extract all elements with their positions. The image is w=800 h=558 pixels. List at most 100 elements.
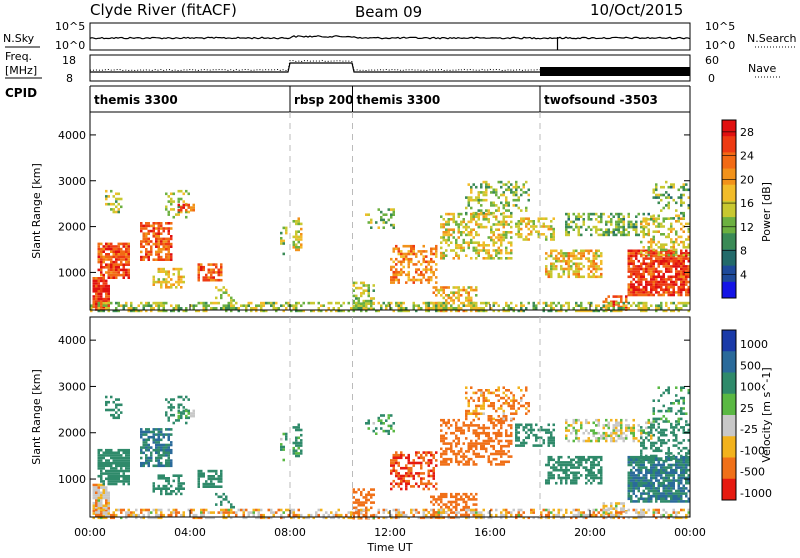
range-gate-cell [390,258,393,261]
range-gate-cell [500,223,503,226]
range-gate-cell [170,428,173,431]
range-gate-cell [568,234,571,237]
range-gate-cell [433,477,436,480]
range-gate-cell [265,302,268,305]
range-gate-cell [145,251,148,254]
range-gate-cell [663,291,666,294]
range-gate-cell [493,241,496,244]
range-gate-cell [630,294,633,297]
range-gate-cell [650,437,653,440]
range-gate-cell [130,304,133,307]
range-gate-cell [145,235,148,238]
range-gate-cell [538,230,541,233]
range-gate-cell [388,432,391,435]
range-gate-cell [470,196,473,199]
range-gate-cell [495,254,498,257]
range-gate-cell [158,238,161,241]
range-gate-cell [453,215,456,218]
range-gate-cell [485,218,488,221]
range-gate-cell [398,250,401,253]
range-gate-cell [650,455,653,458]
range-gate-cell [663,294,666,297]
range-gate-cell [123,245,126,248]
range-gate-cell [635,273,638,276]
range-gate-cell [125,243,128,246]
range-gate-cell [168,462,171,465]
range-gate-cell [660,500,663,503]
range-gate-cell [163,248,166,251]
range-gate-cell [670,255,673,258]
range-gate-cell [460,231,463,234]
range-gate-cell [170,444,173,447]
range-gate-cell [473,498,476,501]
range-gate-cell [558,302,561,305]
range-gate-cell [108,409,111,412]
range-gate-cell [470,289,473,292]
range-gate-cell [460,234,463,237]
range-gate-cell [475,407,478,410]
range-gate-cell [575,257,578,260]
range-gate-cell [158,268,161,271]
range-gate-cell [653,215,656,218]
range-gate-cell [468,247,471,250]
range-gate-cell [108,497,111,500]
range-gate-cell [145,428,148,431]
range-gate-cell [363,504,366,507]
range-gate-cell [413,245,416,248]
range-gate-cell [413,485,416,488]
range-gate-cell [670,265,673,268]
range-gate-cell [110,462,113,465]
range-gate-cell [655,270,658,273]
range-gate-cell [258,304,261,307]
range-gate-cell [495,450,498,453]
range-gate-cell [118,409,121,412]
range-gate-cell [575,422,578,425]
range-gate-cell [663,498,666,501]
range-gate-cell [648,500,651,503]
range-gate-cell [168,465,171,468]
range-gate-cell [440,440,443,443]
range-gate-cell [593,435,596,438]
range-gate-cell [645,268,648,271]
range-gate-cell [235,302,238,305]
range-gate-cell [650,487,653,490]
range-gate-cell [450,461,453,464]
range-gate-cell [100,258,103,261]
range-gate-cell [668,263,671,266]
range-gate-cell [643,233,646,236]
range-gate-cell [158,270,161,273]
range-gate-cell [455,503,458,506]
range-gate-cell [180,206,183,209]
range-gate-cell [158,462,161,465]
range-gate-cell [550,474,553,477]
range-gate-cell [603,437,606,440]
range-gate-cell [568,268,571,271]
range-gate-cell [598,477,601,480]
range-gate-cell [520,397,523,400]
range-gate-cell [390,216,393,219]
range-gate-cell [680,186,683,189]
range-gate-cell [118,198,121,201]
range-gate-cell [550,437,553,440]
range-gate-cell [568,429,571,432]
range-gate-cell [273,307,276,310]
range-gate-cell [520,442,523,445]
range-gate-cell [483,424,486,427]
range-gate-cell [488,389,491,392]
range-gate-cell [533,225,536,228]
range-gate-cell [663,472,666,475]
range-gate-cell [450,234,453,237]
range-gate-cell [150,248,153,251]
range-gate-cell [550,252,553,255]
range-gate-cell [598,234,601,237]
range-gate-cell [633,432,636,435]
range-gate-cell [425,307,428,310]
range-gate-cell [475,424,478,427]
range-gate-cell [260,302,263,305]
range-gate-cell [113,459,116,462]
range-gate-cell [470,386,473,389]
range-gate-cell [478,191,481,194]
range-gate-cell [565,268,568,271]
range-gate-cell [293,426,296,429]
range-gate-cell [665,204,668,207]
